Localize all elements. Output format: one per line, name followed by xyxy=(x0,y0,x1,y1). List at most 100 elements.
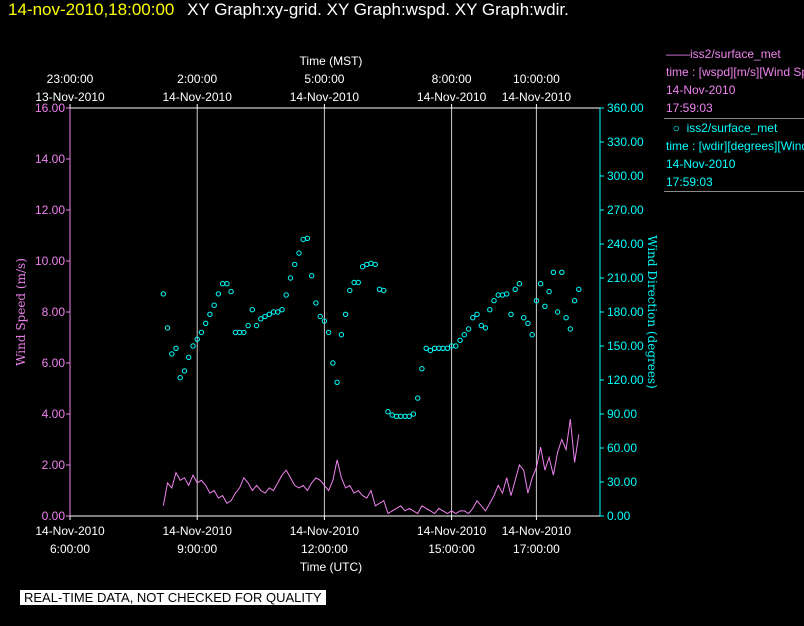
wdir-point xyxy=(164,325,171,331)
wspd-series-line xyxy=(162,419,580,515)
legend-divider-bottom xyxy=(664,191,804,192)
wdir-point xyxy=(525,320,531,326)
wdir-point xyxy=(419,366,425,372)
wdir-point xyxy=(567,326,573,332)
wdir-point xyxy=(211,302,217,308)
wdir-point xyxy=(415,395,421,401)
wdir-point xyxy=(321,318,328,324)
wdir-point xyxy=(576,286,582,292)
wdir-point xyxy=(461,332,467,338)
right-tick-label: 30.00 xyxy=(607,475,637,489)
wdir-point xyxy=(529,332,535,338)
wdir-point xyxy=(571,298,578,304)
wdir-point xyxy=(389,412,395,418)
wdir-point xyxy=(495,292,501,298)
top-tick-time: 8:00:00 xyxy=(432,72,472,86)
wdir-point xyxy=(287,275,294,281)
wdir-point xyxy=(563,315,569,321)
wdir-point xyxy=(347,287,353,294)
right-tick-label: 150.00 xyxy=(607,339,644,353)
left-tick-label: 12.00 xyxy=(35,203,65,217)
wdir-point xyxy=(241,329,247,336)
wdir-point xyxy=(219,281,226,287)
legend-wspd-label: time : [wspd][m/s][Wind Speed] xyxy=(666,65,804,79)
wdir-point xyxy=(470,315,476,321)
wdir-point xyxy=(160,291,167,297)
left-tick-label: 16.00 xyxy=(35,101,65,115)
legend-wdir-date: 14-Nov-2010 xyxy=(666,157,736,171)
wdir-point xyxy=(559,269,565,275)
wdir-point xyxy=(330,360,336,366)
legend-wdir-marker-icon: ○ xyxy=(666,121,687,135)
bottom-tick-date: 14-Nov-2010 xyxy=(163,524,233,538)
wdir-point xyxy=(376,286,383,292)
wdir-point xyxy=(533,298,540,304)
wdir-point xyxy=(406,413,412,419)
wdir-point xyxy=(198,329,205,336)
wdir-point xyxy=(546,288,552,295)
legend-wdir: ○ iss2/surface_met time : [wdir][degrees… xyxy=(666,119,804,191)
axes-layer xyxy=(66,104,604,520)
legend-wdir-name: ○ iss2/surface_met xyxy=(666,121,778,135)
wdir-point xyxy=(359,264,366,270)
quality-note: REAL-TIME DATA, NOT CHECKED FOR QUALITY xyxy=(20,590,326,605)
top-axis-title: Time (MST) xyxy=(300,54,363,68)
legend-wspd-line-icon: —— xyxy=(666,47,690,61)
wdir-point xyxy=(542,303,548,309)
wdir-point xyxy=(224,281,230,287)
top-tick-date: 14-Nov-2010 xyxy=(163,90,233,104)
wdir-point xyxy=(487,307,493,313)
wdir-point xyxy=(275,309,281,315)
wdir-point xyxy=(309,273,315,279)
wdir-point xyxy=(431,345,438,351)
wdir-point xyxy=(169,351,175,357)
left-tick-label: 8.00 xyxy=(42,305,66,319)
header-graph-list: XY Graph:xy-grid. XY Graph:wspd. XY Grap… xyxy=(187,0,569,19)
wdir-point xyxy=(512,286,518,292)
bottom-tick-date: 14-Nov-2010 xyxy=(35,524,105,538)
left-tick-label: 4.00 xyxy=(42,407,66,421)
wdir-point xyxy=(249,307,256,313)
wdir-point xyxy=(304,235,311,242)
wdir-point xyxy=(325,329,332,336)
left-tick-label: 0.00 xyxy=(42,509,66,523)
wdir-point xyxy=(338,332,345,338)
right-tick-label: 60.00 xyxy=(607,441,637,455)
wdir-point xyxy=(194,336,200,342)
wdir-point xyxy=(283,292,289,298)
wdir-point xyxy=(253,322,260,329)
right-tick-label: 210.00 xyxy=(607,271,644,285)
wdir-point xyxy=(207,311,213,317)
wdir-point xyxy=(317,313,323,320)
wdir-point xyxy=(385,409,391,415)
wdir-point xyxy=(258,316,264,322)
top-tick-date: 13-Nov-2010 xyxy=(35,90,105,104)
legend-wspd-name: ——iss2/surface_met xyxy=(666,47,781,61)
wdir-point xyxy=(313,300,319,306)
left-tick-label: 6.00 xyxy=(42,356,66,370)
right-tick-label: 0.00 xyxy=(607,509,631,523)
top-tick-date: 14-Nov-2010 xyxy=(502,90,572,104)
top-tick-time: 5:00:00 xyxy=(304,72,344,86)
wdir-point xyxy=(228,288,234,295)
wdir-point xyxy=(474,311,480,317)
wdir-point xyxy=(381,287,387,294)
wdir-point xyxy=(292,261,298,268)
wdir-point xyxy=(355,279,361,286)
legend-wdir-label: time : [wdir][degrees][Wind Direction] xyxy=(666,139,804,153)
wdir-point xyxy=(410,411,417,417)
wdir-point xyxy=(504,291,510,297)
left-axis-title: Wind Speed (m/s) xyxy=(14,258,28,366)
wdir-point xyxy=(508,311,514,317)
wdir-point xyxy=(266,311,272,317)
wdir-point xyxy=(334,379,340,385)
wdir-point xyxy=(537,281,544,287)
right-tick-label: 270.00 xyxy=(607,203,644,217)
wdir-point xyxy=(245,322,251,329)
bottom-tick-date: 14-Nov-2010 xyxy=(290,524,360,538)
top-tick-date: 14-Nov-2010 xyxy=(417,90,487,104)
bottom-tick-date: 14-Nov-2010 xyxy=(502,524,572,538)
wdir-point xyxy=(203,320,209,326)
header-timestamp: 14-nov-2010,18:00:00 xyxy=(8,0,175,19)
